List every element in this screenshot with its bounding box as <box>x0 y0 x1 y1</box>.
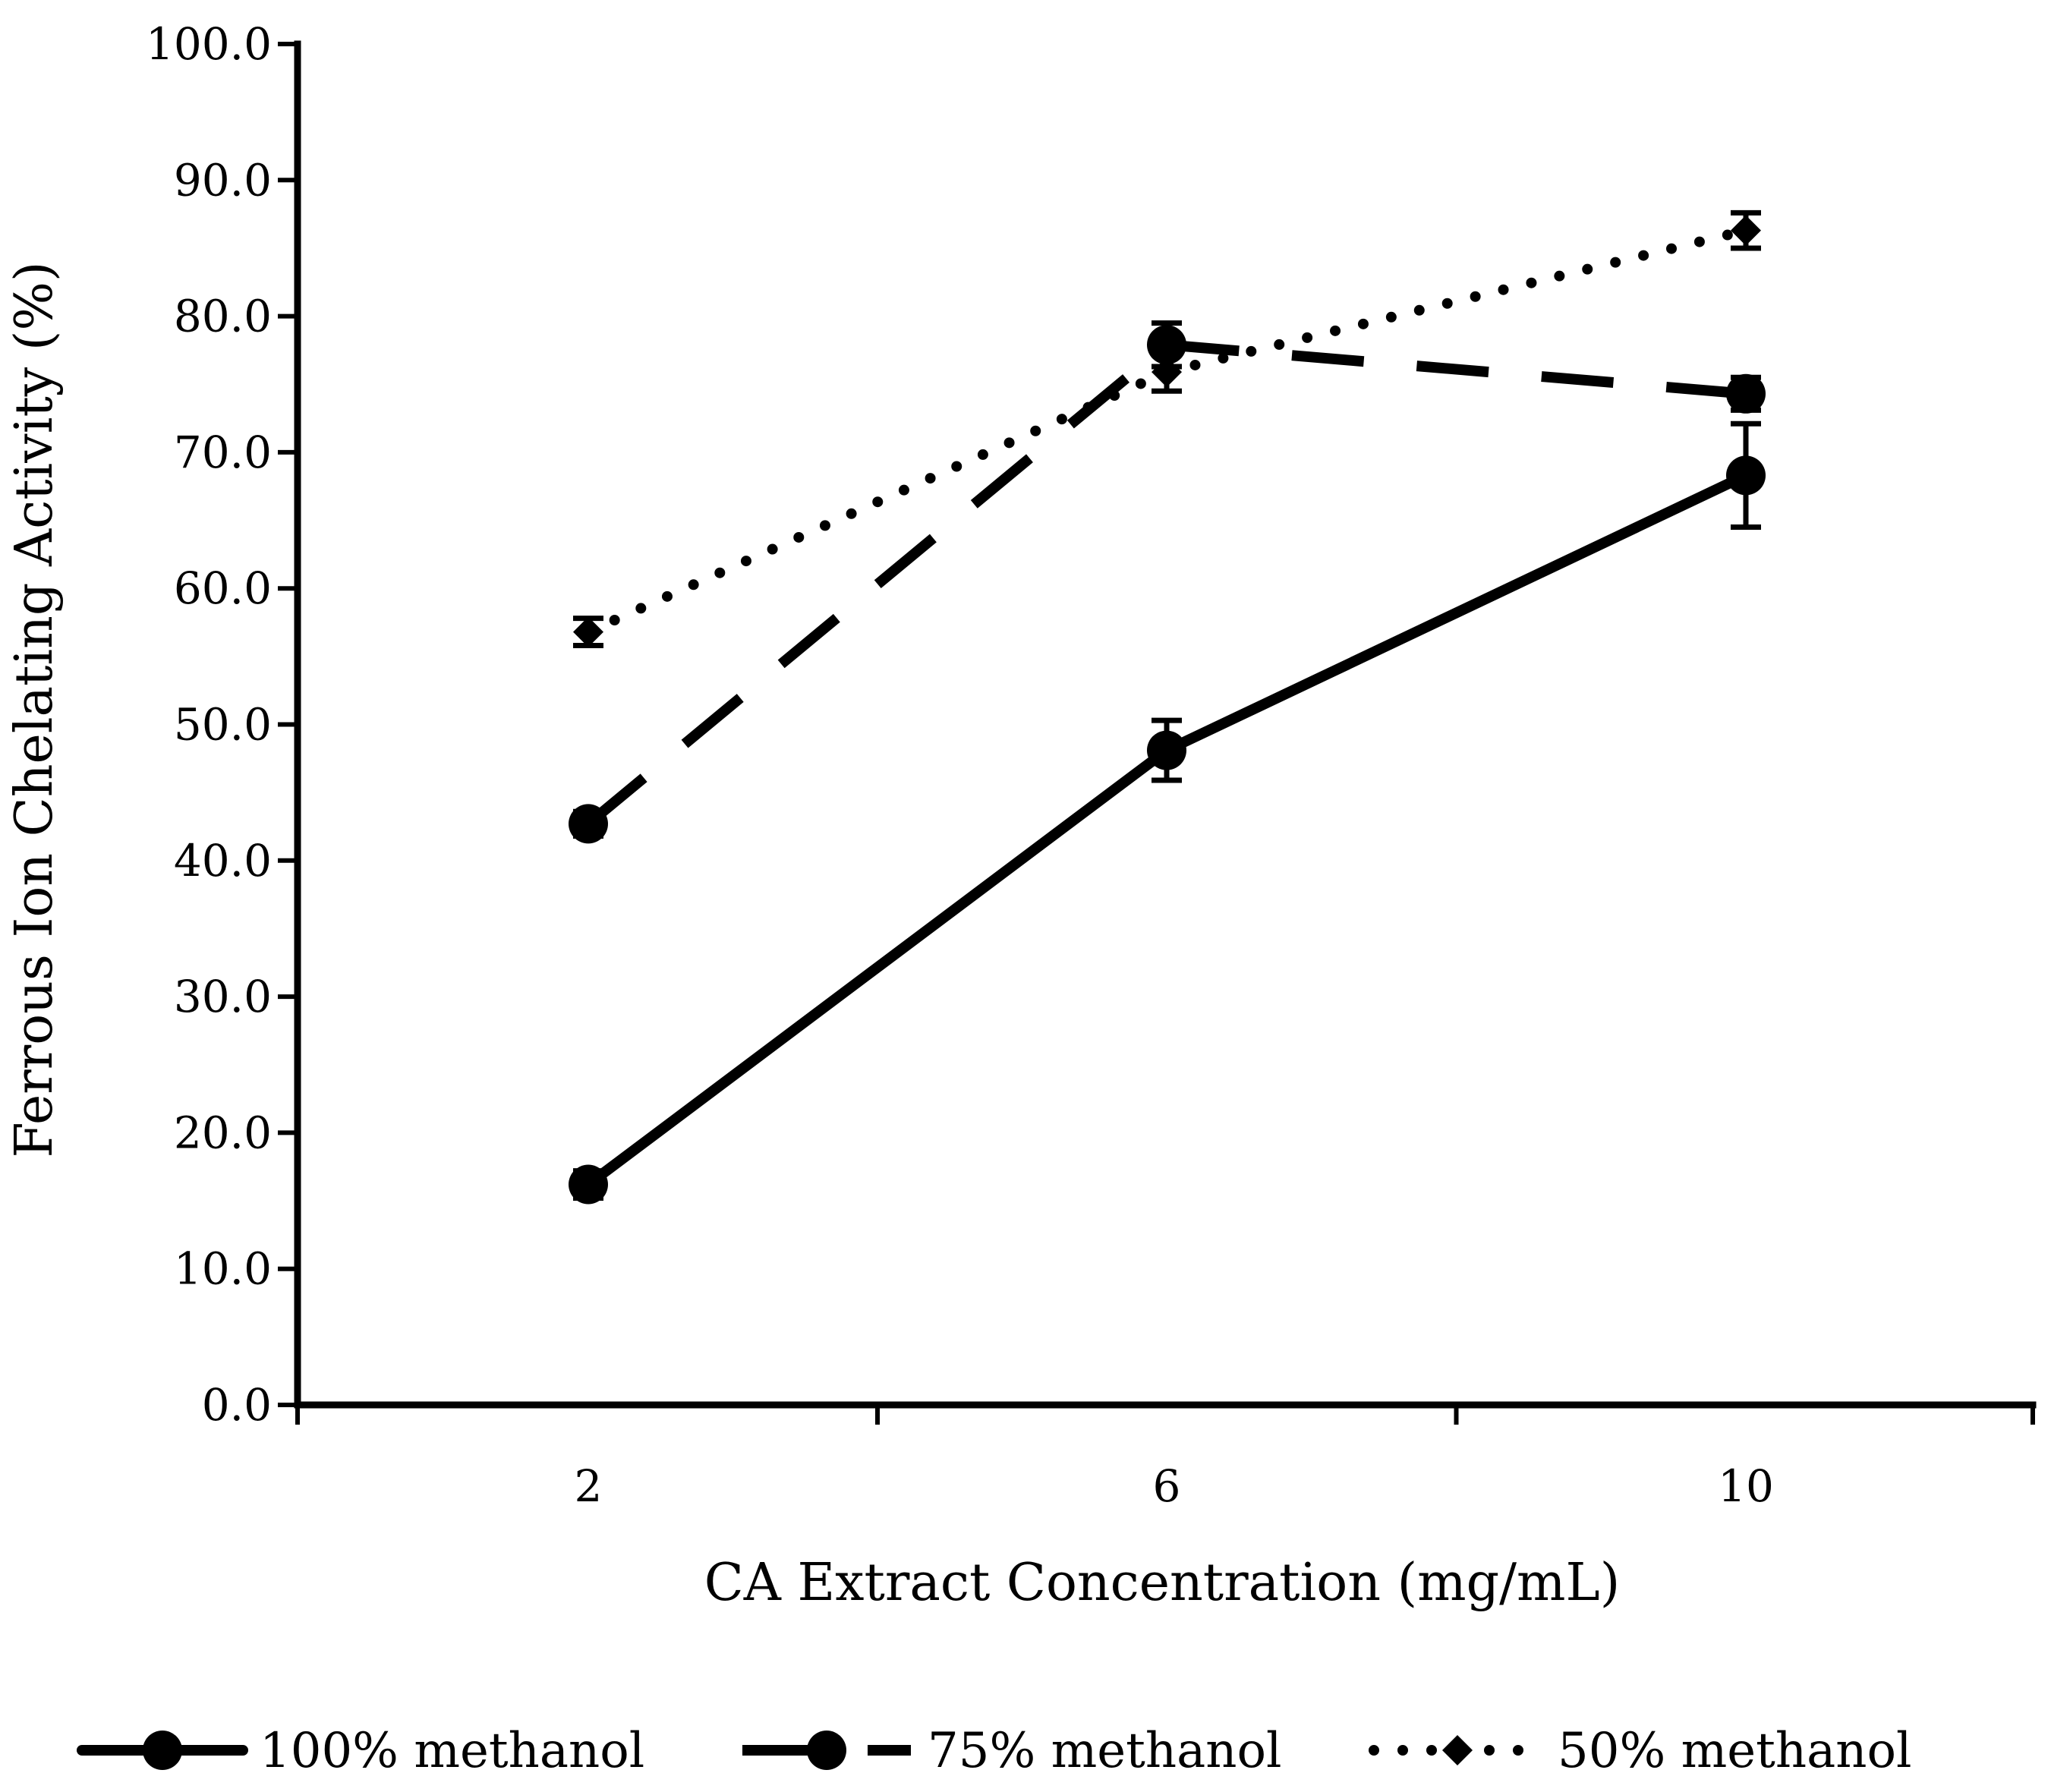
y-tick-label: 0.0 <box>202 1379 272 1431</box>
data-point-marker <box>573 616 603 647</box>
legend-label: 75% methanol <box>928 1723 1281 1779</box>
series-0 <box>569 420 1766 1205</box>
series-layer <box>569 209 1766 1205</box>
y-tick-label: 70.0 <box>174 427 272 478</box>
y-axis-title: Ferrous Ion Chelating Activity (%) <box>5 261 65 1157</box>
x-tick-label: 2 <box>575 1460 603 1512</box>
y-axis-ticks: 0.0 10.0 20.0 30.0 40.0 50.0 60.0 70.0 80.0 90.0 1… <box>146 18 298 1431</box>
legend-item-1: 75% methanol <box>742 1723 1281 1779</box>
data-point-marker <box>1442 1735 1473 1765</box>
data-point-marker <box>569 804 608 844</box>
x-tick-label: 6 <box>1153 1460 1181 1512</box>
series-line <box>584 339 1747 828</box>
data-point-marker <box>143 1731 182 1770</box>
x-tick-label: 10 <box>1718 1460 1774 1512</box>
data-point-marker <box>1726 373 1766 414</box>
y-tick-label: 30.0 <box>174 971 272 1022</box>
y-tick-label: 50.0 <box>174 699 272 751</box>
y-tick-label: 100.0 <box>146 18 272 70</box>
x-axis-title: CA Extract Concentration (mg/mL) <box>704 1553 1620 1613</box>
x-axis-ticks: 2 6 10 <box>295 1405 2035 1512</box>
data-point-marker <box>569 1164 608 1205</box>
legend-item-0: 100% methanol <box>77 1723 644 1779</box>
y-tick-label: 90.0 <box>174 154 272 206</box>
y-tick-label: 20.0 <box>174 1107 272 1158</box>
data-point-marker <box>807 1731 846 1770</box>
legend-label: 100% methanol <box>260 1723 644 1779</box>
y-tick-label: 60.0 <box>174 562 272 614</box>
series-2 <box>573 209 1761 649</box>
y-tick-label: 10.0 <box>174 1243 272 1295</box>
y-tick-label: 80.0 <box>174 291 272 342</box>
legend-label: 50% methanol <box>1558 1723 1911 1779</box>
data-point-marker <box>1731 215 1761 246</box>
data-point-marker <box>1147 730 1186 770</box>
legend-item-2: 50% methanol <box>1369 1723 1911 1779</box>
y-tick-label: 40.0 <box>174 835 272 887</box>
data-point-marker <box>1726 455 1766 496</box>
data-point-marker <box>1152 357 1182 388</box>
legend: 100% methanol 75% methanol 50% methanol <box>77 1723 1911 1779</box>
